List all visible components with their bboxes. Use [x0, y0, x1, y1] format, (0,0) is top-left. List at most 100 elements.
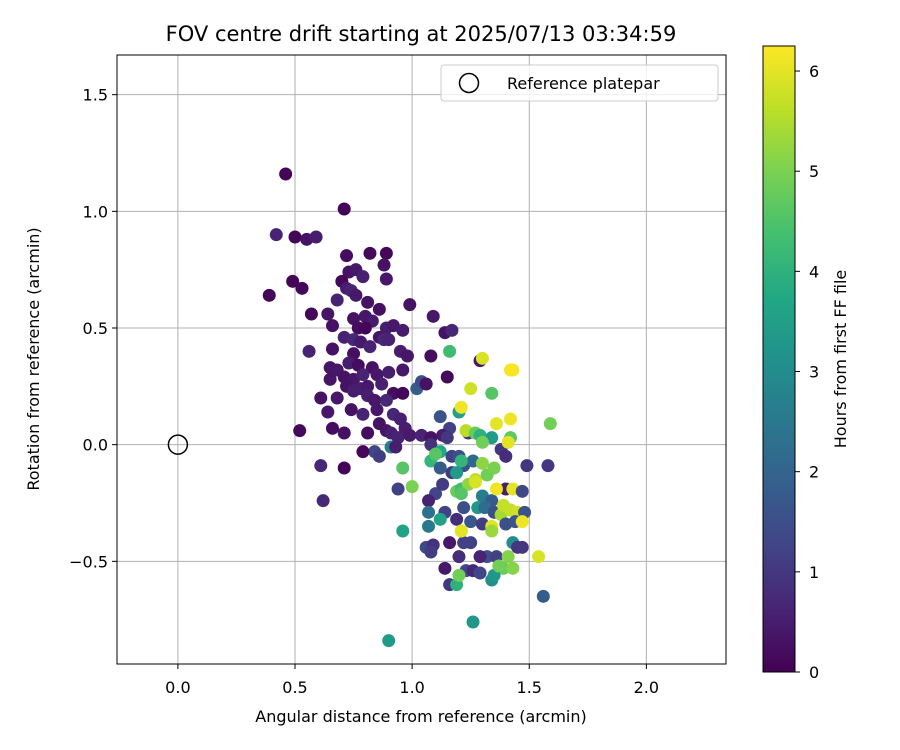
data-point	[356, 445, 370, 459]
data-point	[314, 391, 328, 405]
data-point	[344, 403, 358, 417]
data-point	[379, 393, 393, 407]
colorbar-tick-label: 3	[809, 363, 819, 382]
data-point	[504, 412, 518, 426]
data-point	[468, 475, 482, 489]
data-point	[492, 559, 506, 573]
data-point	[438, 561, 452, 575]
data-point	[452, 568, 466, 582]
data-point	[485, 386, 499, 400]
data-point	[466, 615, 480, 629]
colorbar-tick-label: 2	[809, 463, 819, 482]
data-point	[506, 561, 520, 575]
data-point	[405, 480, 419, 494]
x-tick-label: 1.0	[399, 678, 424, 697]
data-point	[396, 386, 410, 400]
data-point	[323, 372, 337, 386]
data-point	[389, 440, 403, 454]
data-point	[375, 377, 389, 391]
data-point	[464, 382, 478, 396]
x-tick-label: 0.0	[165, 678, 190, 697]
data-point	[422, 494, 436, 508]
data-point	[422, 505, 436, 519]
data-point	[443, 344, 457, 358]
y-axis-label: Rotation from reference (arcmin)	[24, 227, 43, 490]
data-point	[314, 459, 328, 473]
data-point	[536, 589, 550, 603]
data-point	[436, 477, 450, 491]
legend-label-reference-platepar: Reference platepar	[507, 74, 660, 93]
data-point	[372, 449, 386, 463]
data-point	[372, 302, 386, 316]
data-point	[361, 295, 375, 309]
data-point	[485, 524, 499, 538]
y-tick-label: 0.0	[83, 436, 108, 455]
data-point	[370, 403, 384, 417]
data-point	[543, 417, 557, 431]
data-point	[396, 461, 410, 475]
y-tick-label: 0.5	[83, 319, 108, 338]
data-point	[279, 167, 293, 181]
data-point	[450, 466, 464, 480]
data-point	[433, 461, 447, 475]
colorbar-tick-label: 0	[809, 663, 819, 682]
x-axis-label: Angular distance from reference (arcmin)	[255, 707, 586, 726]
data-point	[443, 536, 457, 550]
data-point	[475, 351, 489, 365]
data-point	[445, 323, 459, 337]
data-point	[379, 246, 393, 260]
data-point	[304, 307, 318, 321]
chart-title: FOV centre drift starting at 2025/07/13 …	[166, 22, 677, 46]
legend-reference-marker	[458, 72, 480, 94]
data-point	[433, 410, 447, 424]
grid-lines	[117, 55, 726, 664]
data-point	[288, 230, 302, 244]
data-point	[382, 634, 396, 648]
plot-frame	[116, 54, 727, 665]
data-point	[325, 319, 339, 333]
data-point	[340, 249, 354, 263]
data-point	[450, 512, 464, 526]
data-point	[452, 550, 466, 564]
data-point	[321, 405, 335, 419]
data-point	[532, 550, 546, 564]
data-point	[419, 377, 433, 391]
data-point	[325, 421, 339, 435]
data-point	[347, 384, 361, 398]
data-point	[349, 288, 363, 302]
data-points	[262, 167, 557, 648]
colorbar-tick-label: 6	[809, 62, 819, 81]
data-point	[262, 288, 276, 302]
data-point	[403, 428, 417, 442]
data-point	[424, 545, 438, 559]
data-point	[396, 524, 410, 538]
x-tick-label: 0.5	[282, 678, 307, 697]
data-point	[515, 484, 529, 498]
data-point	[330, 293, 344, 307]
colorbar-tick-label: 1	[809, 563, 819, 582]
data-point	[295, 281, 309, 295]
data-point	[337, 426, 351, 440]
data-point	[473, 550, 487, 564]
data-point	[473, 566, 487, 580]
colorbar: 0 1 2 3 4 5 6 Hours from first FF file	[762, 45, 850, 682]
data-point	[377, 258, 391, 272]
data-point	[454, 487, 468, 501]
data-point	[302, 344, 316, 358]
data-point	[475, 456, 489, 470]
data-point	[424, 349, 438, 363]
data-point	[515, 540, 529, 554]
data-point	[506, 363, 520, 377]
data-point	[286, 274, 300, 288]
data-point	[356, 407, 370, 421]
data-point	[499, 449, 513, 463]
data-point	[382, 333, 396, 347]
reference-platepar-marker	[167, 434, 189, 455]
data-point	[429, 447, 443, 461]
y-tick-label: −0.5	[69, 552, 108, 571]
x-tick-label: 1.5	[517, 678, 542, 697]
y-tick-label: 1.5	[83, 86, 108, 105]
data-point	[269, 228, 283, 242]
data-point	[464, 515, 478, 529]
